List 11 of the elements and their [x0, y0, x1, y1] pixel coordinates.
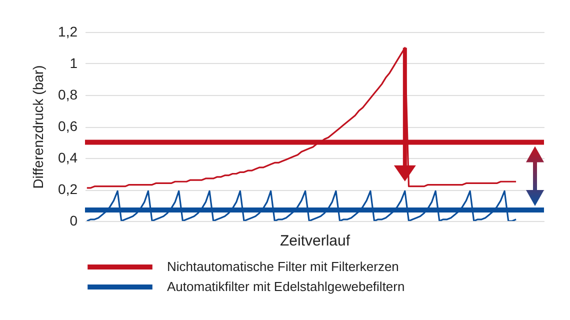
y-tick-label: 0,6 — [58, 118, 78, 134]
y-tick-label: 1,2 — [58, 24, 78, 40]
y-tick-label: 1 — [70, 55, 78, 71]
y-tick-label: 0,8 — [58, 86, 78, 102]
y-tick-label: 0 — [70, 212, 78, 228]
legend-label: Automatikfilter mit Edelstahlgewebefiltern — [167, 279, 405, 294]
x-axis-title: Zeitverlauf — [280, 232, 351, 250]
y-axis-title: Differenzdruck (bar) — [30, 65, 46, 189]
y-tick-label: 0,4 — [58, 150, 78, 166]
legend-label: Nichtautomatische Filter mit Filterkerzen — [167, 259, 399, 274]
y-tick-label: 0,2 — [58, 181, 78, 197]
